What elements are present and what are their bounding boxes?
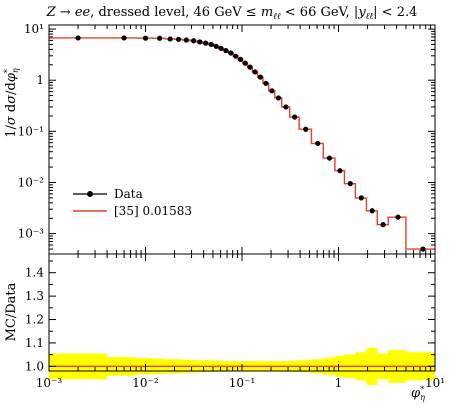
data-point: [242, 60, 248, 66]
x-tick-label: 10⁻³: [36, 376, 63, 390]
data-point: [228, 50, 234, 56]
y-tick-label: 10⁻²: [18, 176, 45, 190]
x-tick-label: 10⁻¹: [229, 376, 255, 390]
data-point: [369, 208, 375, 214]
y-tick-label: 1: [36, 73, 44, 87]
legend: Data [35] 0.01583: [73, 187, 192, 218]
y-tick-label: 10⁻¹: [18, 124, 44, 138]
ratio-y-tick-label: 1.2: [25, 313, 44, 327]
data-point: [121, 35, 127, 41]
ratio-y-tick-labels: 1.0 1.1 1.2 1.3 1.4: [25, 266, 44, 374]
data-point: [167, 36, 173, 42]
data-point: [142, 35, 149, 41]
data-point: [190, 38, 197, 44]
ratio-panel-frame: [48, 253, 436, 372]
data-point: [337, 168, 343, 174]
ratio-axis-ticks: [48, 254, 436, 371]
data-point: [395, 214, 401, 220]
x-tick-label: 10⁻²: [132, 376, 159, 390]
ratio-y-tick-label: 1.4: [25, 266, 44, 280]
data-point: [269, 88, 275, 94]
data-point: [208, 41, 214, 48]
ratio-y-tick-label: 1.3: [25, 289, 44, 303]
ratio-y-axis-label: MC/Data: [4, 282, 19, 341]
data-point: [213, 43, 219, 49]
main-y-tick-labels: 10⁻³ 10⁻² 10⁻¹ 1 10¹: [18, 22, 45, 241]
data-point: [263, 80, 269, 86]
data-point: [252, 69, 258, 75]
y-tick-label: 10⁻³: [18, 227, 45, 241]
data-point: [326, 155, 333, 161]
legend-data-label: Data: [114, 187, 143, 201]
data-point: [380, 222, 386, 228]
x-tick-labels: 10⁻³ 10⁻² 10⁻¹ 1 10¹: [36, 376, 445, 390]
data-point: [315, 140, 321, 147]
data-point: [247, 64, 253, 70]
data-point: [420, 246, 426, 252]
y-tick-label: 10¹: [24, 22, 44, 36]
chart-title: Z → ee, dressed level, 46 GeV ≤ mℓℓ < 66…: [46, 5, 418, 22]
data-point: [75, 35, 81, 41]
data-point: [183, 37, 189, 43]
data-point: [197, 39, 203, 45]
data-point: [257, 74, 263, 80]
legend-data-marker: [87, 191, 93, 197]
data-point: [283, 104, 289, 110]
x-axis-label: φ* η: [411, 385, 425, 402]
ratio-y-tick-label: 1.0: [25, 359, 44, 373]
data-point: [358, 195, 364, 201]
data-point: [203, 40, 209, 46]
data-point: [218, 45, 224, 51]
data-point: [303, 126, 309, 132]
ratio-plot-panel: 1.0 1.1 1.2 1.3 1.4 MC/Data: [4, 253, 436, 386]
data-point: [223, 47, 229, 54]
x-tick-label: 10¹: [425, 376, 445, 390]
legend-mc-label: [35] 0.01583: [114, 204, 192, 218]
main-y-axis-label: 1/σ dσ/dφ*η: [3, 68, 20, 138]
x-tick-label: 1: [335, 376, 343, 390]
ratio-y-tick-label: 1.1: [25, 336, 44, 350]
data-point: [347, 181, 353, 187]
data-point: [175, 36, 182, 42]
data-point: [275, 95, 282, 101]
data-point: [233, 53, 239, 59]
data-points: [75, 35, 426, 252]
data-point: [292, 114, 298, 120]
main-plot-panel: 10⁻³ 10⁻² 10⁻¹ 1 10¹ 1/σ dσ/dφ*η Data [35] 0…: [3, 22, 436, 255]
mc-prediction-step-line: [49, 37, 435, 250]
data-point: [157, 35, 163, 41]
data-point: [237, 56, 244, 63]
